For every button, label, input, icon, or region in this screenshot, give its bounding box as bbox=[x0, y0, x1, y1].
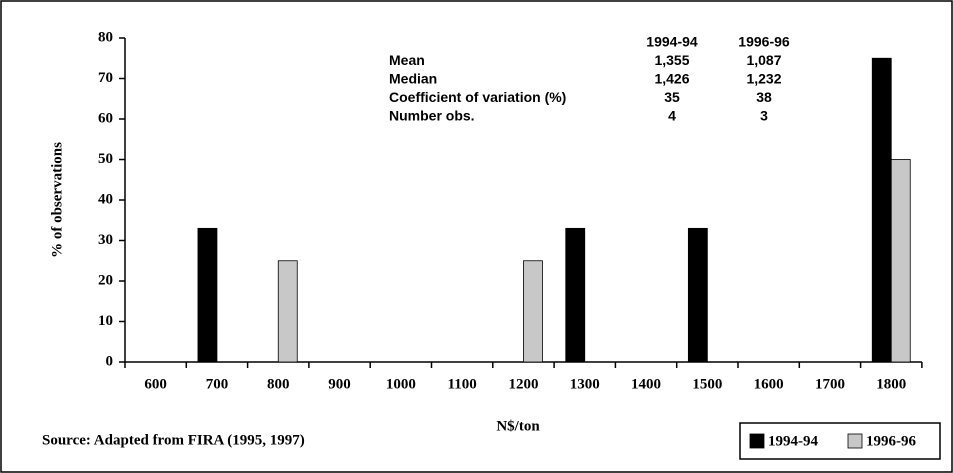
x-tick-label: 1500 bbox=[692, 376, 722, 392]
x-tick-label: 1700 bbox=[815, 376, 845, 392]
legend-swatch bbox=[847, 433, 863, 449]
table-header: 1996-96 bbox=[738, 34, 790, 50]
legend-label: 1996-96 bbox=[866, 433, 916, 449]
y-tick-label: 20 bbox=[98, 272, 113, 288]
legend-label: 1994-94 bbox=[768, 433, 818, 449]
bar bbox=[523, 260, 543, 363]
y-tick-label: 70 bbox=[98, 70, 113, 86]
table-cell: 3 bbox=[760, 108, 768, 124]
table-cell: 1,087 bbox=[746, 52, 781, 68]
bar bbox=[565, 227, 586, 363]
table-cell: 4 bbox=[668, 108, 676, 124]
table-cell: 1,355 bbox=[654, 52, 689, 68]
table-header: 1994-94 bbox=[646, 34, 698, 50]
y-tick-label: 10 bbox=[98, 313, 113, 329]
legend-box bbox=[739, 422, 941, 460]
y-axis-label: % of observations bbox=[49, 142, 65, 258]
table-cell: 1,232 bbox=[746, 71, 781, 87]
table-row-label: Coefficient of variation (%) bbox=[389, 89, 566, 105]
table-cell: 38 bbox=[756, 89, 772, 105]
table-cell: 1,426 bbox=[654, 71, 689, 87]
bar bbox=[890, 159, 911, 363]
table-row-label: Median bbox=[389, 71, 437, 87]
bar bbox=[197, 227, 218, 363]
bar bbox=[687, 227, 708, 363]
y-tick-label: 40 bbox=[98, 191, 113, 207]
y-tick-label: 60 bbox=[98, 110, 113, 126]
x-tick-label: 1000 bbox=[386, 376, 416, 392]
x-tick-label: 600 bbox=[144, 376, 167, 392]
legend-swatch bbox=[749, 433, 765, 449]
bar bbox=[277, 260, 298, 363]
x-tick-label: 700 bbox=[206, 376, 229, 392]
source-note: Source: Adapted from FIRA (1995, 1997) bbox=[42, 432, 305, 448]
y-tick-label: 50 bbox=[98, 151, 113, 167]
x-tick-label: 1200 bbox=[508, 376, 538, 392]
x-tick-label: 1400 bbox=[631, 376, 661, 392]
x-tick-label: 1100 bbox=[448, 376, 477, 392]
table-cell: 35 bbox=[664, 89, 680, 105]
y-tick-label: 0 bbox=[106, 353, 114, 369]
x-tick-label: 1800 bbox=[876, 376, 906, 392]
y-tick-label: 30 bbox=[98, 232, 113, 248]
bar bbox=[871, 57, 892, 363]
table-row-label: Mean bbox=[389, 52, 425, 68]
x-tick-label: 900 bbox=[328, 376, 351, 392]
x-tick-label: 1600 bbox=[754, 376, 784, 392]
y-tick-label: 80 bbox=[98, 29, 113, 45]
x-tick-label: 1300 bbox=[570, 376, 600, 392]
x-tick-label: 800 bbox=[267, 376, 290, 392]
table-row-label: Number obs. bbox=[389, 108, 475, 124]
x-axis-label: N$/ton bbox=[496, 418, 540, 434]
